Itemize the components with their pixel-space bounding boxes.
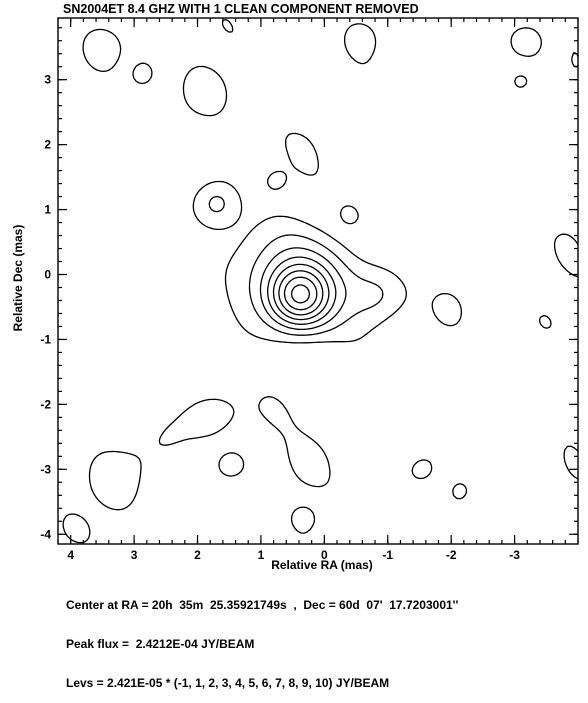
x-axis-label: Relative RA (mas) xyxy=(271,558,373,572)
y-tick-label: -1 xyxy=(40,332,51,346)
footer-center: Center at RA = 20h 35m 25.35921749s , De… xyxy=(66,598,459,612)
y-tick-label: 1 xyxy=(44,203,51,217)
footer-peak: Peak flux = 2.4212E-04 JY/BEAM xyxy=(66,637,255,651)
contour-level xyxy=(82,27,552,511)
x-tick-label: 2 xyxy=(194,548,201,562)
plot-frame xyxy=(57,17,579,545)
chart-title: SN2004ET 8.4 GHZ WITH 1 CLEAN COMPONENT … xyxy=(63,2,419,16)
contour-level xyxy=(267,256,337,325)
y-tick-label: -2 xyxy=(40,397,51,411)
x-tick-label: 4 xyxy=(67,548,74,562)
x-tick-label: -1 xyxy=(382,548,393,562)
contour-level xyxy=(272,263,330,321)
footer-info: Center at RA = 20h 35m 25.35921749s , De… xyxy=(66,573,458,703)
x-tick-label: 3 xyxy=(131,548,138,562)
y-tick-label: 0 xyxy=(44,268,51,282)
plot-axes: 4 3 2 1 0 -1 -2 -3 3 2 1 0 -1 -2 -3 -4 xyxy=(40,17,579,562)
y-tick-label: 3 xyxy=(44,73,51,87)
contour-level xyxy=(283,276,318,311)
contour-level xyxy=(278,270,324,316)
contour-plot: SN2004ET 8.4 GHZ WITH 1 CLEAN COMPONENT … xyxy=(11,2,579,572)
footer-levels: Levs = 2.421E-05 * (-1, 1, 2, 3, 4, 5, 6… xyxy=(66,676,390,690)
y-tick-label: -4 xyxy=(40,527,51,541)
y-tick-label: -3 xyxy=(40,462,51,476)
x-tick-label: -2 xyxy=(446,548,457,562)
x-tick-label: 0 xyxy=(321,548,328,562)
y-axis-label: Relative Dec (mas) xyxy=(11,225,25,332)
y-tick-label: 2 xyxy=(44,138,51,152)
x-tick-label: -3 xyxy=(509,548,520,562)
contour-level xyxy=(208,195,384,336)
x-tick-label: 1 xyxy=(258,548,265,562)
contour-lines xyxy=(58,18,578,544)
contour-level xyxy=(259,247,347,331)
contour-level xyxy=(290,284,311,304)
